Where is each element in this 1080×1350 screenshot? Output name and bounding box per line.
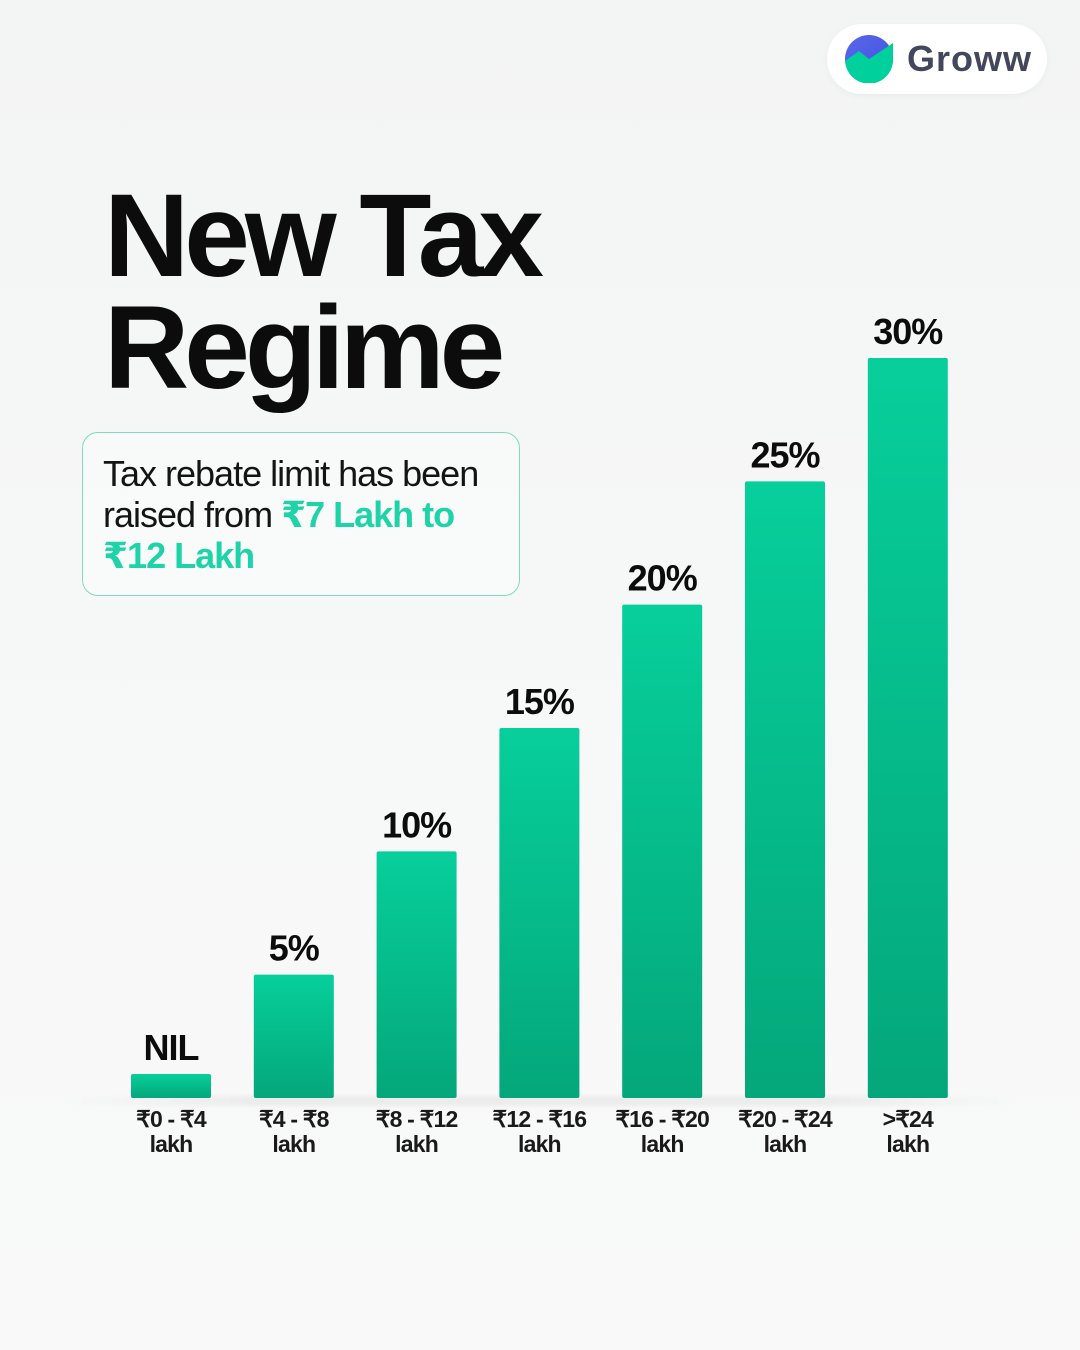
value-label-2: 10% <box>382 804 452 845</box>
category-label-4-line-0: ₹16 - ₹20 <box>615 1106 709 1132</box>
value-label-1: 5% <box>269 928 320 969</box>
bar-5 <box>745 481 825 1098</box>
category-label-1-line-1: lakh <box>272 1131 315 1157</box>
category-label-0-line-1: lakh <box>150 1131 193 1157</box>
bar-1 <box>253 974 334 1098</box>
brand-name: Groww <box>907 38 1033 79</box>
rebate-text: Tax rebate limit has been raised from ₹7… <box>103 453 523 576</box>
bar-2 <box>376 851 457 1098</box>
rebate-highlight: ₹7 Lakh to ₹12 Lakh <box>103 494 455 576</box>
page-title: New Tax Regime <box>104 177 544 407</box>
brand-pill: Groww <box>827 24 1047 94</box>
rebate-prefix: Tax rebate limit has been raised from <box>103 453 479 535</box>
category-label-3-line-1: lakh <box>518 1131 561 1157</box>
category-label-5-line-1: lakh <box>764 1131 807 1157</box>
value-label-0: NIL <box>144 1027 199 1068</box>
category-label-1-line-0: ₹4 - ₹8 <box>259 1106 330 1132</box>
category-label-0-line-0: ₹0 - ₹4 <box>136 1106 207 1132</box>
bar-3 <box>499 728 580 1098</box>
category-label-6-line-1: lakh <box>886 1131 929 1157</box>
rebate-callout: Tax rebate limit has been raised from ₹7… <box>82 432 520 596</box>
category-label-4-line-1: lakh <box>641 1131 684 1157</box>
title-line-2: Regime <box>104 282 505 414</box>
bar-0 <box>131 1074 211 1098</box>
chart-baseline <box>60 1096 1020 1106</box>
value-label-6: 30% <box>873 311 943 352</box>
bar-4 <box>622 604 703 1098</box>
value-label-3: 15% <box>505 681 575 722</box>
category-label-5-line-0: ₹20 - ₹24 <box>738 1106 833 1132</box>
category-label-2-line-0: ₹8 - ₹12 <box>376 1106 458 1132</box>
value-label-4: 20% <box>628 558 698 599</box>
title-line-1: New Tax <box>104 170 544 302</box>
category-label-6-line-0: >₹24 <box>883 1106 934 1132</box>
bar-6 <box>867 358 948 1098</box>
value-label-5: 25% <box>750 434 820 475</box>
category-label-2-line-1: lakh <box>395 1131 438 1157</box>
groww-logo-icon <box>845 35 893 83</box>
category-label-3-line-0: ₹12 - ₹16 <box>493 1106 587 1132</box>
